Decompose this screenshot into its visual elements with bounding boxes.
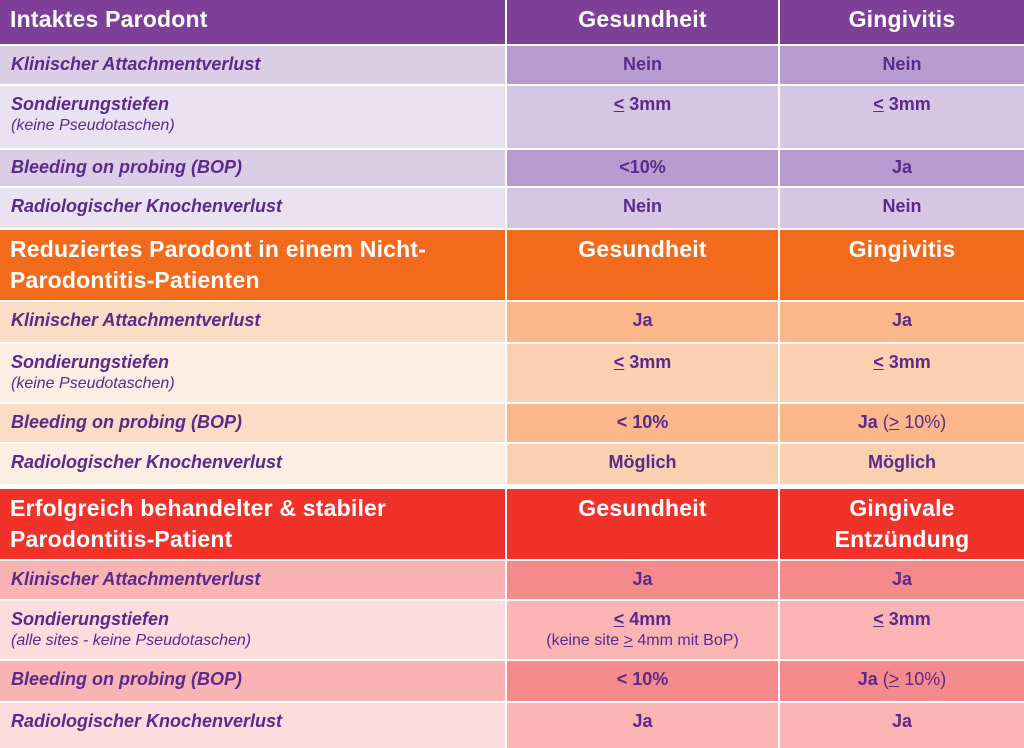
section2-row4-col1: Möglich bbox=[507, 444, 778, 484]
section2-header-title-line1: Reduziertes Parodont in einem Nicht- bbox=[10, 236, 427, 262]
section2-row2-col2-value: 3mm bbox=[883, 352, 931, 372]
section1-row1-col1: Nein bbox=[507, 46, 778, 84]
section3-header-col2: Gingivale Entzündung bbox=[780, 489, 1024, 559]
section2-header-title-line2: Parodontitis-Patienten bbox=[10, 267, 260, 293]
section2-row2-label-main: Sondierungstiefen bbox=[11, 352, 170, 372]
section2-row4-label: Radiologischer Knochenverlust bbox=[0, 444, 505, 484]
section3-row2-col1-sub-pre: (keine site bbox=[546, 632, 624, 649]
less-equal-symbol: < bbox=[873, 609, 884, 629]
section3-row3-col1: < 10% bbox=[507, 661, 778, 701]
section3-row3-col2-value: Ja bbox=[857, 669, 878, 689]
less-equal-symbol: < bbox=[613, 352, 625, 372]
section3-header-col2-line2: Entzündung bbox=[834, 526, 970, 552]
section3-header-title: Erfolgreich behandelter & stabiler Parod… bbox=[0, 489, 505, 559]
section2-row2-sublabel: (keine Pseudotaschen) bbox=[11, 375, 175, 392]
section1-row3-col1: <10% bbox=[507, 150, 778, 186]
less-equal-symbol: < bbox=[873, 352, 884, 372]
section1-row3-label: Bleeding on probing (BOP) bbox=[0, 150, 505, 186]
section1-row2-col1: < 3mm bbox=[507, 86, 778, 148]
section2-row2-col1-value: 3mm bbox=[624, 352, 672, 372]
section2-row4-col2: Möglich bbox=[780, 444, 1024, 484]
greater-equal-symbol: > bbox=[888, 412, 900, 432]
section1-row2-col2: < 3mm bbox=[780, 86, 1024, 148]
section2-header-col2: Gingivitis bbox=[780, 230, 1024, 300]
section2-row1-label: Klinischer Attachmentverlust bbox=[0, 302, 505, 342]
section3-row4-label: Radiologischer Knochenverlust bbox=[0, 703, 505, 748]
section1-row4-col2: Nein bbox=[780, 188, 1024, 228]
section1-header-title: Intaktes Parodont bbox=[0, 0, 505, 44]
section3-header-title-line2: Parodontitis-Patient bbox=[10, 526, 233, 552]
section1-row2-sublabel: (keine Pseudotaschen) bbox=[11, 117, 175, 134]
section3-row2-sublabel: (alle sites - keine Pseudotaschen) bbox=[11, 632, 252, 649]
less-equal-symbol: < bbox=[613, 94, 625, 114]
section2-row2-col2: < 3mm bbox=[780, 344, 1024, 402]
greater-equal-symbol: > bbox=[888, 669, 900, 689]
section3-row2-label-main: Sondierungstiefen bbox=[11, 609, 170, 629]
section2-row3-col2-value: Ja bbox=[857, 412, 878, 432]
section2-row2-col1: < 3mm bbox=[507, 344, 778, 402]
section2-header-title: Reduziertes Parodont in einem Nicht- Par… bbox=[0, 230, 505, 300]
section2-row3-label: Bleeding on probing (BOP) bbox=[0, 404, 505, 442]
section3-row2-col1-sub: (keine site > 4mm mit BoP) bbox=[507, 630, 778, 652]
section3-header-title-line1: Erfolgreich behandelter & stabiler bbox=[10, 495, 387, 521]
section3-row2-col1: < 4mm (keine site > 4mm mit BoP) bbox=[507, 601, 778, 659]
section3-row2-col2-value: 3mm bbox=[883, 609, 931, 629]
section3-row2-col1-sub-post: 4mm mit BoP) bbox=[632, 632, 739, 649]
section3-row3-col2-note-close: 10%) bbox=[899, 669, 947, 689]
section2-header-col1: Gesundheit bbox=[507, 230, 778, 300]
section3-row1-label: Klinischer Attachmentverlust bbox=[0, 561, 505, 599]
section3-row3-col2-note-open: ( bbox=[877, 669, 889, 689]
section2-row3-col2: Ja (> 10%) bbox=[780, 404, 1024, 442]
section1-row4-col1: Nein bbox=[507, 188, 778, 228]
section2-row1-col2: Ja bbox=[780, 302, 1024, 342]
section2-row3-col2-note-close: 10%) bbox=[899, 412, 947, 432]
section3-row2-col2: < 3mm bbox=[780, 601, 1024, 659]
section1-row1-label: Klinischer Attachmentverlust bbox=[0, 46, 505, 84]
section3-row1-col1: Ja bbox=[507, 561, 778, 599]
section3-row3-col2: Ja (> 10%) bbox=[780, 661, 1024, 701]
less-equal-symbol: < bbox=[873, 94, 884, 114]
section2-row3-col2-note-open: ( bbox=[877, 412, 889, 432]
section3-row2-label: Sondierungstiefen (alle sites - keine Ps… bbox=[0, 601, 505, 659]
greater-equal-symbol: > bbox=[623, 632, 633, 649]
section2-row2-label: Sondierungstiefen (keine Pseudotaschen) bbox=[0, 344, 505, 402]
section1-row2-col2-value: 3mm bbox=[883, 94, 931, 114]
section1-row2-label: Sondierungstiefen (keine Pseudotaschen) bbox=[0, 86, 505, 148]
section3-row1-col2: Ja bbox=[780, 561, 1024, 599]
section3-header-col2-line1: Gingivale bbox=[849, 495, 955, 521]
section3-row2-col1-value: 4mm bbox=[624, 609, 672, 629]
section1-header-col1: Gesundheit bbox=[507, 0, 778, 44]
section1-row4-label: Radiologischer Knochenverlust bbox=[0, 188, 505, 228]
section1-row2-col1-value: 3mm bbox=[624, 94, 672, 114]
less-equal-symbol: < bbox=[613, 609, 625, 629]
section3-row4-col1: Ja bbox=[507, 703, 778, 748]
section1-row1-col2: Nein bbox=[780, 46, 1024, 84]
section2-row3-col1: < 10% bbox=[507, 404, 778, 442]
section1-header-col2: Gingivitis bbox=[780, 0, 1024, 44]
section3-header-col1: Gesundheit bbox=[507, 489, 778, 559]
section1-row2-label-main: Sondierungstiefen bbox=[11, 94, 170, 114]
section3-row3-label: Bleeding on probing (BOP) bbox=[0, 661, 505, 701]
section1-row3-col2: Ja bbox=[780, 150, 1024, 186]
section3-row4-col2: Ja bbox=[780, 703, 1024, 748]
section2-row1-col1: Ja bbox=[507, 302, 778, 342]
